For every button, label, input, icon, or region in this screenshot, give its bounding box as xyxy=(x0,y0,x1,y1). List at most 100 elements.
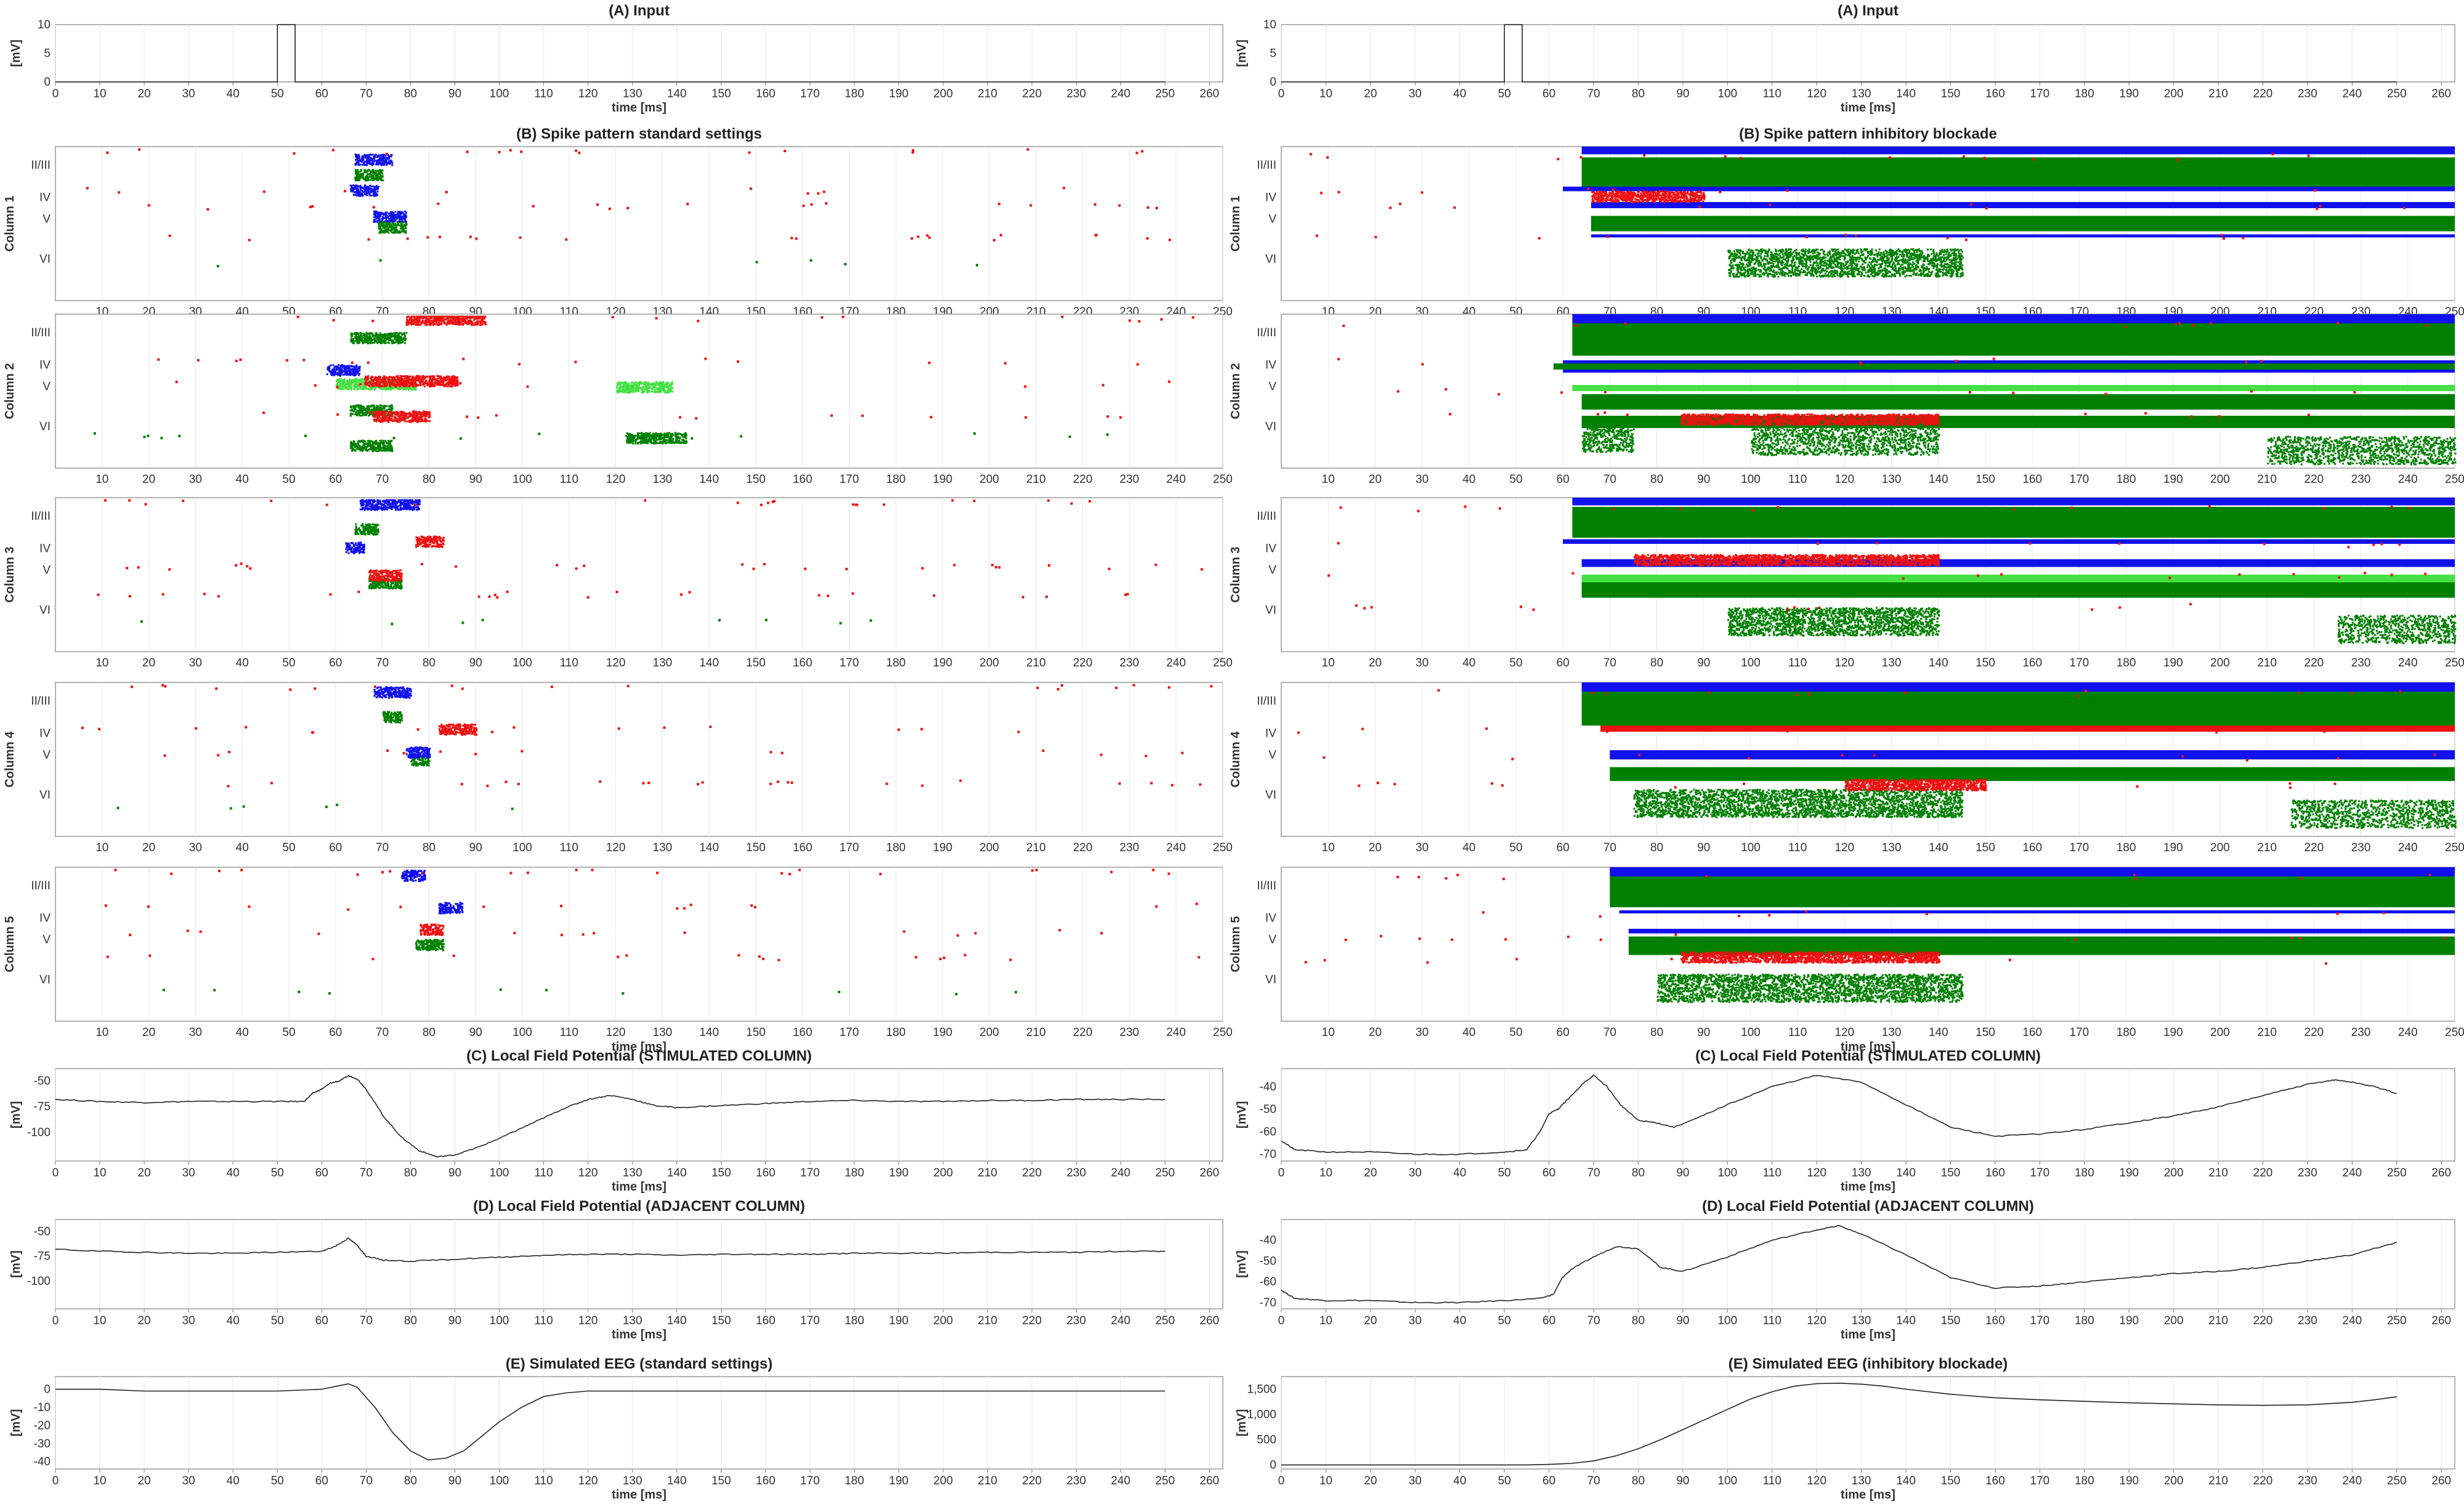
spike-dot xyxy=(658,390,660,393)
spike-dot xyxy=(407,416,410,419)
spike-dot xyxy=(404,231,407,233)
spike-dot xyxy=(441,315,444,318)
spike-dot xyxy=(392,387,395,390)
spike-dot xyxy=(409,321,411,323)
spike-dot xyxy=(397,379,400,381)
x-tick-label: 180 xyxy=(845,87,864,100)
spike-dot xyxy=(447,320,449,322)
spike-dot xyxy=(354,337,357,339)
spike-dot xyxy=(349,378,351,381)
spike-dot xyxy=(413,381,415,384)
spike-dot xyxy=(339,373,342,376)
spike-dot xyxy=(368,154,370,156)
spike-dot xyxy=(394,419,397,422)
spike-dot xyxy=(355,386,357,389)
spike-dot xyxy=(402,230,405,233)
spike-dot xyxy=(359,185,362,187)
spike-dot xyxy=(399,216,401,218)
spike-dot xyxy=(359,190,361,193)
spike-dot xyxy=(670,389,673,391)
spike-dot xyxy=(383,230,386,232)
spike-dot xyxy=(363,333,365,335)
spike-dot xyxy=(1118,204,1121,207)
spike-dot xyxy=(401,378,403,380)
spike-dot xyxy=(355,382,357,385)
spike-dot xyxy=(360,172,362,175)
spike-dot xyxy=(397,341,400,344)
x-tick-label: 130 xyxy=(653,473,673,486)
spike-dot xyxy=(354,156,357,158)
spike-dot xyxy=(379,225,382,227)
spike-dot xyxy=(379,177,382,179)
spike-dot xyxy=(431,317,433,319)
x-tick-label: 200 xyxy=(933,87,953,100)
spike-dot xyxy=(363,444,365,447)
spike-dot xyxy=(421,320,424,323)
spike-dot xyxy=(337,381,339,384)
spike-dot xyxy=(444,315,446,318)
spike-dot xyxy=(399,212,402,215)
spike-dot xyxy=(424,320,426,322)
spike-dot xyxy=(388,156,391,158)
spike-dot xyxy=(352,341,354,344)
x-tick-label: 110 xyxy=(534,87,553,100)
spike-dot xyxy=(435,379,437,381)
spike-dot xyxy=(366,332,368,334)
spike-dot xyxy=(378,223,380,225)
spike-dot xyxy=(387,162,389,164)
spike-dot xyxy=(631,381,633,384)
spike-dot xyxy=(336,371,339,374)
spike-dot xyxy=(352,190,355,193)
spike-dot xyxy=(387,440,390,442)
spike-dot xyxy=(430,378,432,381)
spike-dot xyxy=(401,338,403,340)
spike-dot xyxy=(386,158,388,160)
spike-dot xyxy=(380,178,383,180)
spike-dot xyxy=(330,370,332,373)
spike-dot xyxy=(362,156,365,159)
spike-dot xyxy=(371,384,374,386)
x-tick-label: 220 xyxy=(1073,473,1093,486)
spike-dot xyxy=(348,370,351,372)
spike-dot xyxy=(440,317,443,320)
spike-dot xyxy=(367,173,369,176)
spike-dot xyxy=(347,366,350,369)
spike-dot xyxy=(379,163,382,165)
spike-dot xyxy=(379,411,382,413)
spike-dot xyxy=(475,237,478,240)
spike-dot xyxy=(431,376,434,378)
x-tick-label: 90 xyxy=(469,473,482,486)
spike-dot xyxy=(408,415,411,418)
spike-dot xyxy=(394,338,396,341)
spike-dot xyxy=(376,333,379,336)
spike-dot xyxy=(393,219,395,221)
spike-dot xyxy=(358,366,360,368)
spike-dot xyxy=(339,365,342,368)
spike-dot xyxy=(438,380,440,382)
spike-dot xyxy=(1095,233,1098,237)
spike-dot xyxy=(359,331,362,334)
spike-dot xyxy=(357,161,359,164)
spike-dot xyxy=(360,194,362,196)
spike-dot xyxy=(367,186,369,188)
x-tick-label: 120 xyxy=(1807,87,1826,100)
spike-dot xyxy=(646,392,649,394)
spike-dot xyxy=(354,405,357,407)
spike-dot xyxy=(748,151,751,154)
spike-dot xyxy=(403,217,406,220)
spike-dot xyxy=(344,381,346,383)
spike-dot xyxy=(625,381,627,384)
spike-dot xyxy=(426,236,429,239)
spike-dot xyxy=(401,333,403,335)
y-tick-label: 0 xyxy=(44,76,51,89)
spike-dot xyxy=(351,339,354,341)
spike-dot xyxy=(396,221,399,224)
spike-dot xyxy=(360,380,363,382)
spike-dot xyxy=(379,445,381,447)
spike-dot xyxy=(381,172,384,175)
spike-dot xyxy=(360,409,362,411)
spike-dot xyxy=(395,216,397,219)
x-tick-label: 240 xyxy=(1166,473,1186,486)
spike-dot xyxy=(363,340,365,342)
spike-dot xyxy=(417,320,419,323)
